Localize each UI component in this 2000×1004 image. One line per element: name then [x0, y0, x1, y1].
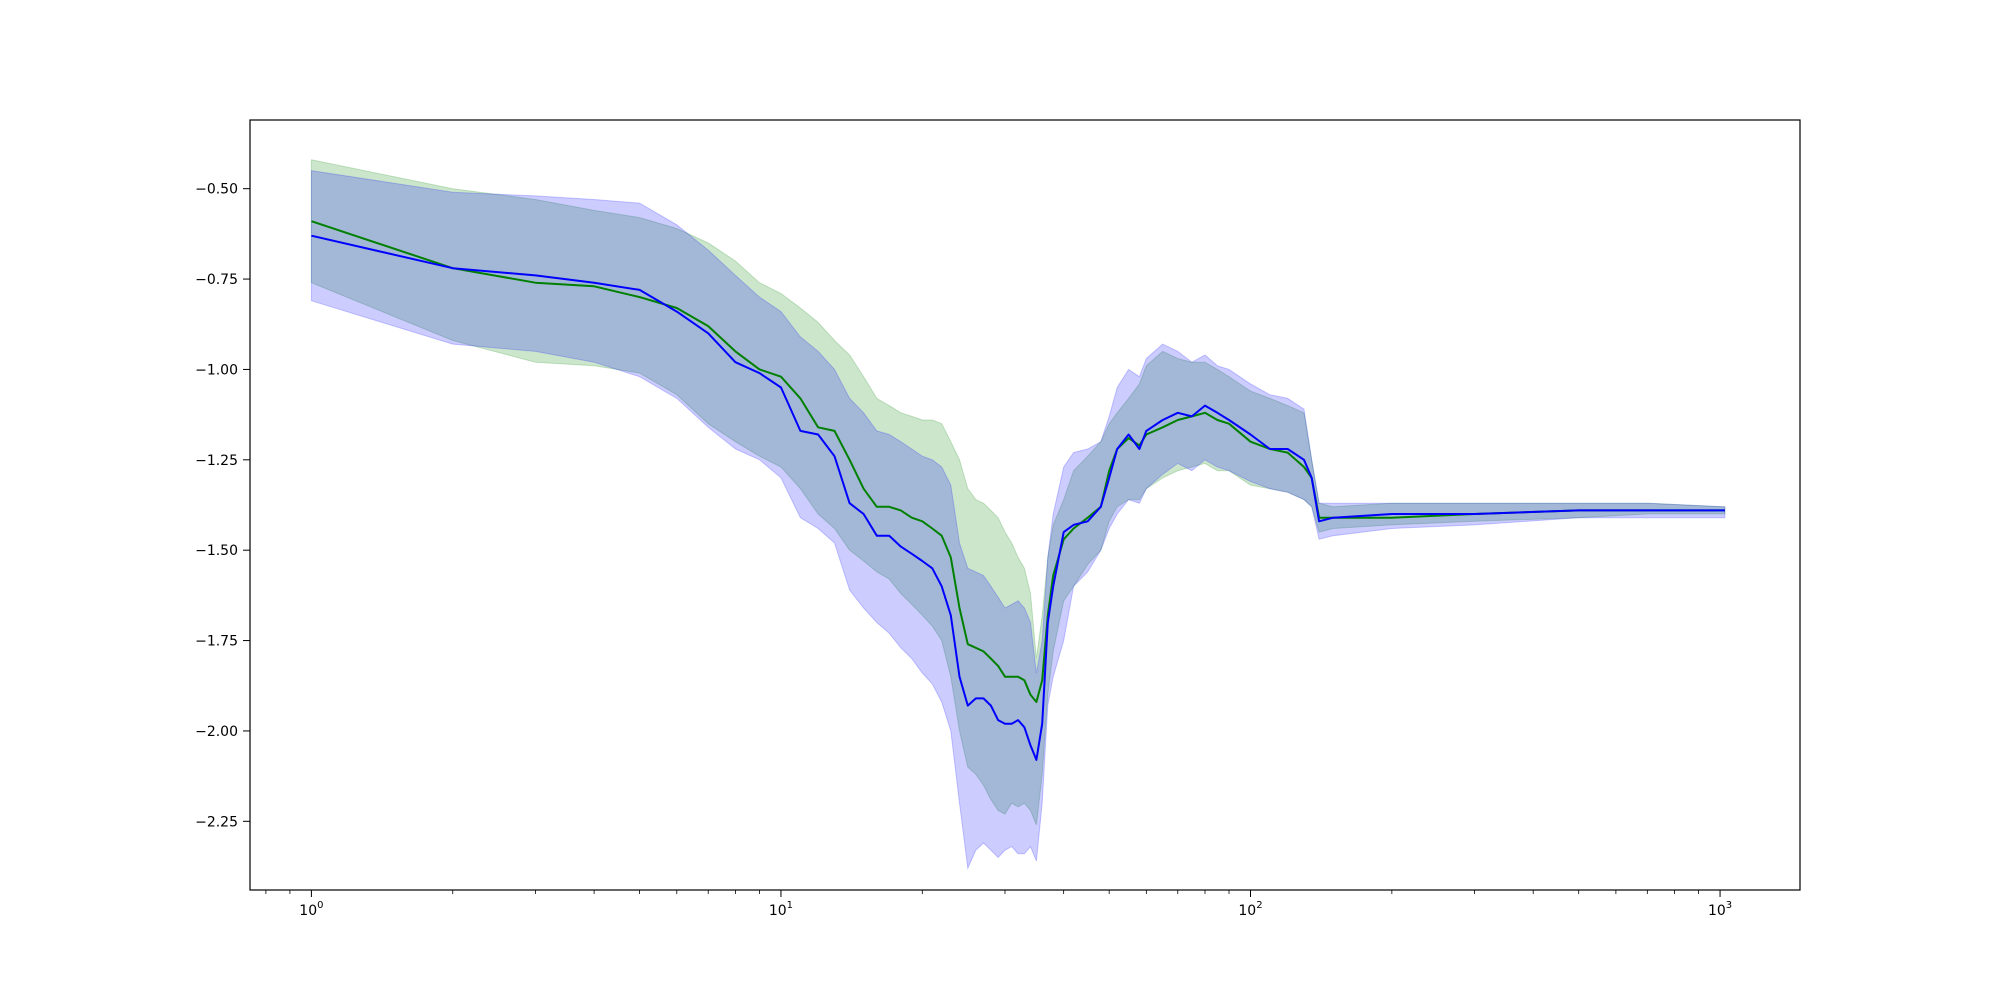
y-tick-label: −1.25 [195, 453, 238, 469]
confidence-bands [310, 159, 1726, 871]
x-tick-label: 102 [1238, 900, 1262, 919]
band-blue [310, 170, 1726, 871]
y-tick-label: −1.50 [195, 543, 238, 559]
x-axis: 100 101 102 103 [265, 890, 1732, 919]
band-green [310, 159, 1726, 826]
y-tick-label: −1.75 [195, 634, 238, 650]
series-lines [311, 220, 1725, 761]
y-tick-label: −2.25 [195, 814, 238, 830]
x-tick-label: 103 [1708, 900, 1732, 919]
plot-frame [249, 119, 1801, 891]
y-axis: −0.50 −0.75 −1.00 −1.25 −1.50 −1.75 −2.00 −2.25 [195, 182, 250, 830]
y-tick-label: −1.00 [195, 362, 238, 378]
x-tick-label: 100 [299, 900, 323, 919]
series-line-blue [311, 234, 1725, 761]
y-tick-label: −0.75 [195, 272, 238, 288]
series-line-green [311, 220, 1725, 703]
y-tick-label: −0.50 [195, 182, 238, 198]
y-tick-label: −2.00 [195, 724, 238, 740]
x-tick-label: 101 [769, 900, 793, 919]
